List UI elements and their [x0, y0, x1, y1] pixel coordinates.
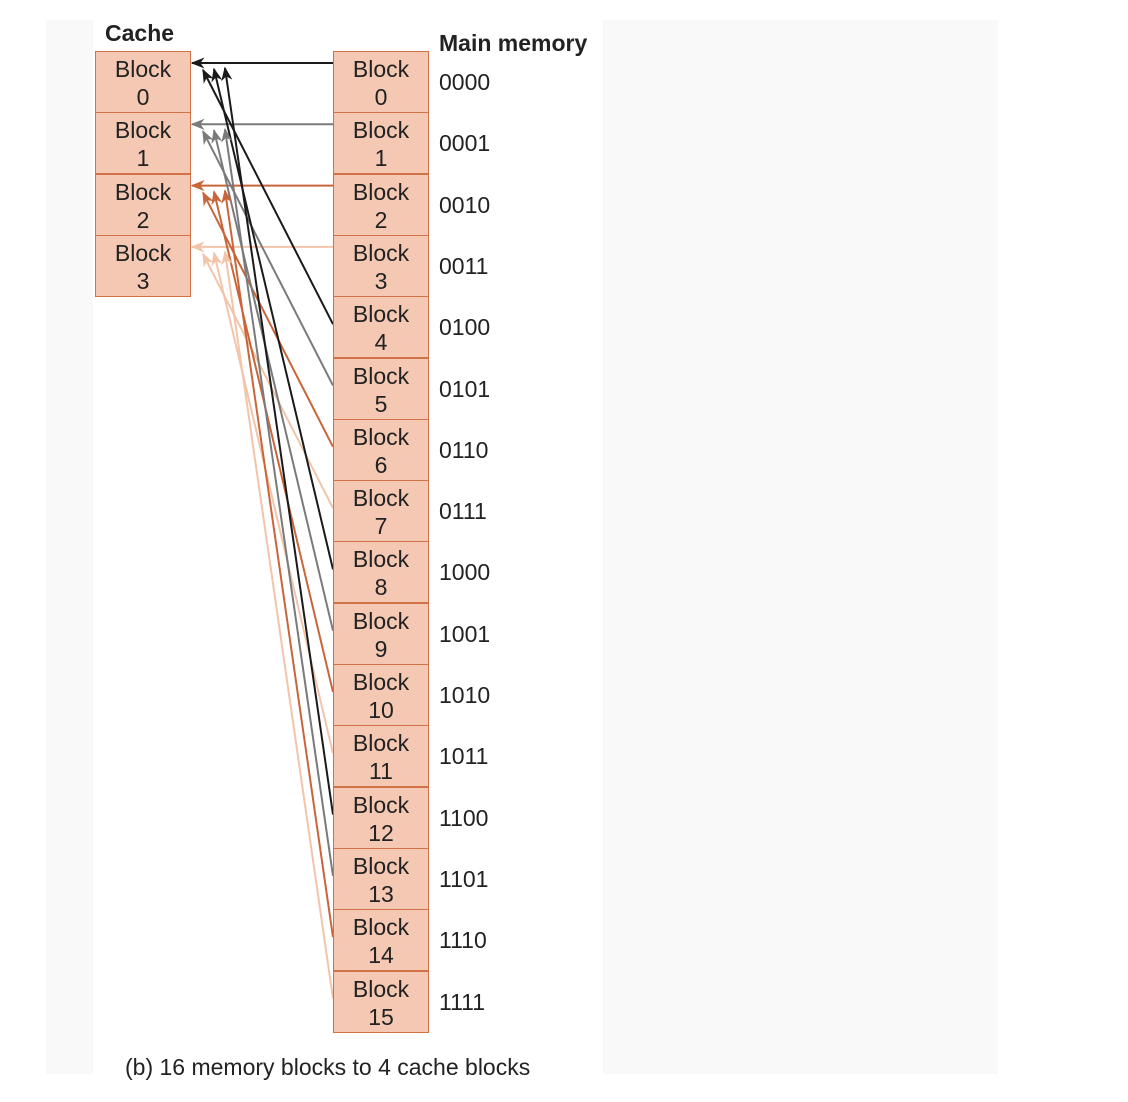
arrow-memory-14-to-cache-2 [221, 189, 334, 938]
memory-block-label: Block [352, 239, 410, 266]
memory-block-8: Block 8 [333, 541, 429, 604]
memory-block-number: 10 [368, 697, 394, 723]
memory-block-3: Block 3 [333, 234, 429, 297]
memory-block-number: 13 [368, 880, 394, 907]
arrow-memory-11-to-cache-3 [211, 251, 334, 754]
memory-address-2: 0010 [439, 191, 491, 218]
memory-address-0: 0000 [439, 69, 491, 95]
memory-block-label: Block [352, 56, 410, 82]
memory-block-label: Block [352, 607, 410, 634]
memory-block-label: Block [352, 852, 410, 879]
memory-address-9: 1001 [439, 620, 491, 647]
memory-block-label: Block [352, 546, 410, 573]
cache-block-3: Block 3 [95, 234, 191, 297]
memory-block-label: Block [352, 117, 410, 144]
memory-block-number: 7 [374, 513, 388, 540]
memory-block-7: Block 7 [333, 480, 429, 543]
memory-block-number: 12 [368, 819, 394, 846]
arrow-memory-15-to-cache-3 [221, 250, 334, 999]
memory-block-15: Block 15 [333, 970, 429, 1033]
memory-address-15: 1111 [439, 988, 486, 1015]
memory-address-7: 0111 [439, 498, 487, 525]
main-memory-heading: Main memory [439, 30, 588, 56]
memory-block-number: 14 [368, 942, 394, 969]
memory-address-4: 0100 [439, 314, 491, 341]
memory-block-number: 3 [374, 267, 388, 294]
cache-block-number: 1 [136, 145, 150, 172]
memory-block-label: Block [352, 975, 410, 1002]
memory-address-8: 1000 [439, 559, 491, 586]
memory-address-3: 0011 [439, 252, 489, 279]
memory-block-13: Block 13 [333, 847, 429, 910]
memory-block-number: 4 [374, 329, 388, 356]
arrow-memory-13-to-cache-1 [221, 127, 334, 877]
memory-block-label: Block [352, 485, 410, 512]
memory-address-11: 1011 [439, 743, 489, 770]
arrow-memory-12-to-cache-0 [221, 66, 334, 815]
memory-block-label: Block [352, 423, 410, 450]
memory-block-number: 11 [369, 758, 393, 785]
memory-block-label: Block [352, 791, 410, 818]
memory-block-5: Block 5 [333, 357, 429, 420]
memory-block-12: Block 12 [333, 786, 429, 849]
memory-address-12: 1100 [439, 804, 489, 831]
memory-block-number: 15 [368, 1003, 394, 1030]
memory-block-11: Block 11 [333, 725, 429, 788]
memory-block-label: Block [352, 178, 410, 205]
figure-caption: (b) 16 memory blocks to 4 cache blocks [125, 1054, 531, 1080]
cache-block-label: Block [114, 239, 172, 266]
memory-block-number: 9 [374, 635, 388, 662]
memory-block-6: Block 6 [333, 418, 429, 481]
arrow-memory-9-to-cache-1 [211, 128, 334, 631]
memory-block-1: Block 1 [333, 112, 429, 175]
cache-block-number: 3 [136, 267, 150, 294]
memory-block-number: 6 [374, 451, 388, 478]
memory-block-number: 1 [374, 145, 388, 172]
memory-block-number: 5 [374, 390, 388, 417]
memory-block-0: Block 0 [333, 51, 429, 113]
cache-block-0: Block 0 [95, 51, 191, 113]
memory-address-13: 1101 [439, 865, 489, 892]
memory-block-label: Block [352, 730, 410, 757]
cache-block-label: Block [114, 178, 172, 205]
memory-block-2: Block 2 [333, 173, 429, 236]
memory-block-label: Block [352, 669, 410, 695]
cache-block-label: Block [114, 117, 172, 144]
memory-address-1: 0001 [439, 130, 491, 157]
cache-block-number: 2 [136, 206, 150, 233]
memory-block-9: Block 9 [333, 602, 429, 665]
memory-block-number: 8 [374, 574, 388, 601]
cache-block-number: 0 [136, 84, 150, 110]
cache-block-label: Block [114, 56, 172, 82]
memory-block-4: Block 4 [333, 296, 429, 359]
arrow-memory-8-to-cache-0 [211, 67, 334, 570]
cache-block-2: Block 2 [95, 173, 191, 236]
memory-block-number: 2 [374, 206, 388, 233]
memory-block-number: 0 [374, 84, 388, 110]
memory-block-label: Block [352, 362, 410, 389]
arrow-memory-10-to-cache-2 [211, 190, 334, 693]
cache-block-1: Block 1 [95, 112, 191, 175]
memory-address-5: 0101 [439, 375, 491, 402]
memory-block-label: Block [352, 914, 410, 941]
memory-address-14: 1110 [439, 927, 487, 954]
cache-heading: Cache [105, 20, 175, 46]
memory-address-10: 1010 [439, 682, 491, 708]
memory-block-10: Block 10 [333, 664, 429, 726]
memory-block-14: Block 14 [333, 909, 429, 972]
memory-block-label: Block [352, 301, 410, 328]
memory-address-6: 0110 [439, 436, 489, 463]
